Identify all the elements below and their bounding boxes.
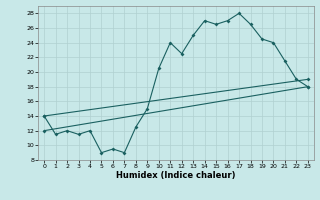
X-axis label: Humidex (Indice chaleur): Humidex (Indice chaleur) xyxy=(116,171,236,180)
